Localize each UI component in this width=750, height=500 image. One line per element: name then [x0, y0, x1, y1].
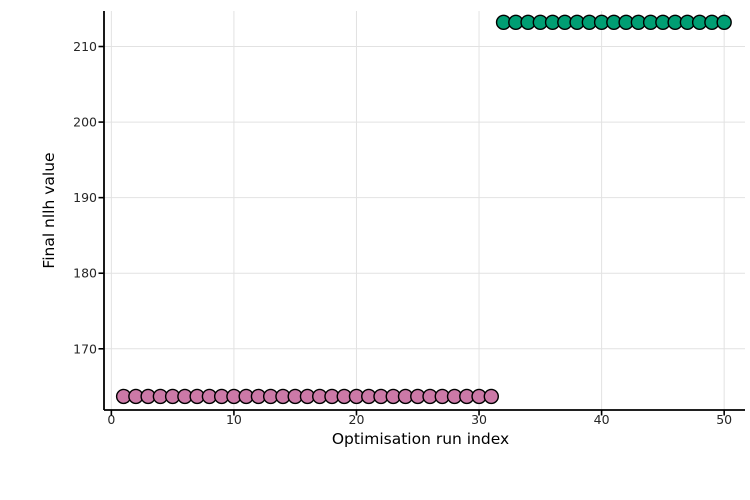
x-tick-label: 50 — [716, 412, 732, 427]
y-tick-label: 200 — [73, 115, 97, 130]
axes — [98, 11, 745, 416]
x-tick-label: 40 — [594, 412, 610, 427]
x-tick-label: 10 — [226, 412, 242, 427]
gridlines — [104, 11, 745, 410]
y-tick-label: 190 — [73, 190, 97, 205]
data-point — [483, 388, 499, 405]
x-tick-label: 30 — [471, 412, 487, 427]
tick-labels: 0 10 20 30 40 50 170 180 190 200 210 — [73, 39, 732, 427]
data-points — [115, 14, 732, 405]
y-tick-label: 210 — [73, 39, 97, 54]
x-tick-label: 20 — [349, 412, 365, 427]
y-tick-label: 170 — [73, 341, 97, 356]
x-tick-label: 0 — [107, 412, 115, 427]
y-axis-label: Final nllh value — [40, 152, 58, 268]
data-point — [716, 14, 732, 31]
x-axis-label: Optimisation run index — [332, 430, 509, 448]
y-tick-label: 180 — [73, 266, 97, 281]
